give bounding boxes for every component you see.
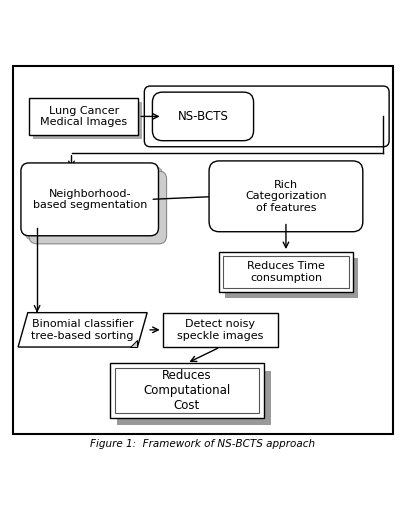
Bar [117,371,270,425]
Bar [224,258,358,298]
Polygon shape [130,340,137,347]
FancyBboxPatch shape [25,167,162,240]
Bar [33,102,142,139]
Bar [115,368,258,413]
Text: Reduces
Computational
Cost: Reduces Computational Cost [143,369,230,412]
Bar [162,313,277,347]
Text: Detect noisy
speckle images: Detect noisy speckle images [177,319,263,340]
Text: NS-BCTS: NS-BCTS [177,110,228,123]
Polygon shape [18,313,147,347]
FancyBboxPatch shape [29,171,166,244]
Text: Lung Cancer
Medical Images: Lung Cancer Medical Images [40,105,127,127]
Bar [29,98,138,135]
FancyBboxPatch shape [152,92,253,141]
FancyBboxPatch shape [21,163,158,236]
Text: Neighborhood-
based segmentation: Neighborhood- based segmentation [32,188,147,210]
FancyBboxPatch shape [209,161,362,232]
Bar [219,252,352,292]
Bar [223,256,348,288]
Text: Rich
Categorization
of features: Rich Categorization of features [245,180,326,213]
Bar [110,363,263,418]
Text: Figure 1:  Framework of NS-BCTS approach: Figure 1: Framework of NS-BCTS approach [90,439,315,449]
Text: Binomial classifier
tree-based sorting: Binomial classifier tree-based sorting [31,319,134,340]
Text: Reduces Time
consumption: Reduces Time consumption [246,262,324,283]
